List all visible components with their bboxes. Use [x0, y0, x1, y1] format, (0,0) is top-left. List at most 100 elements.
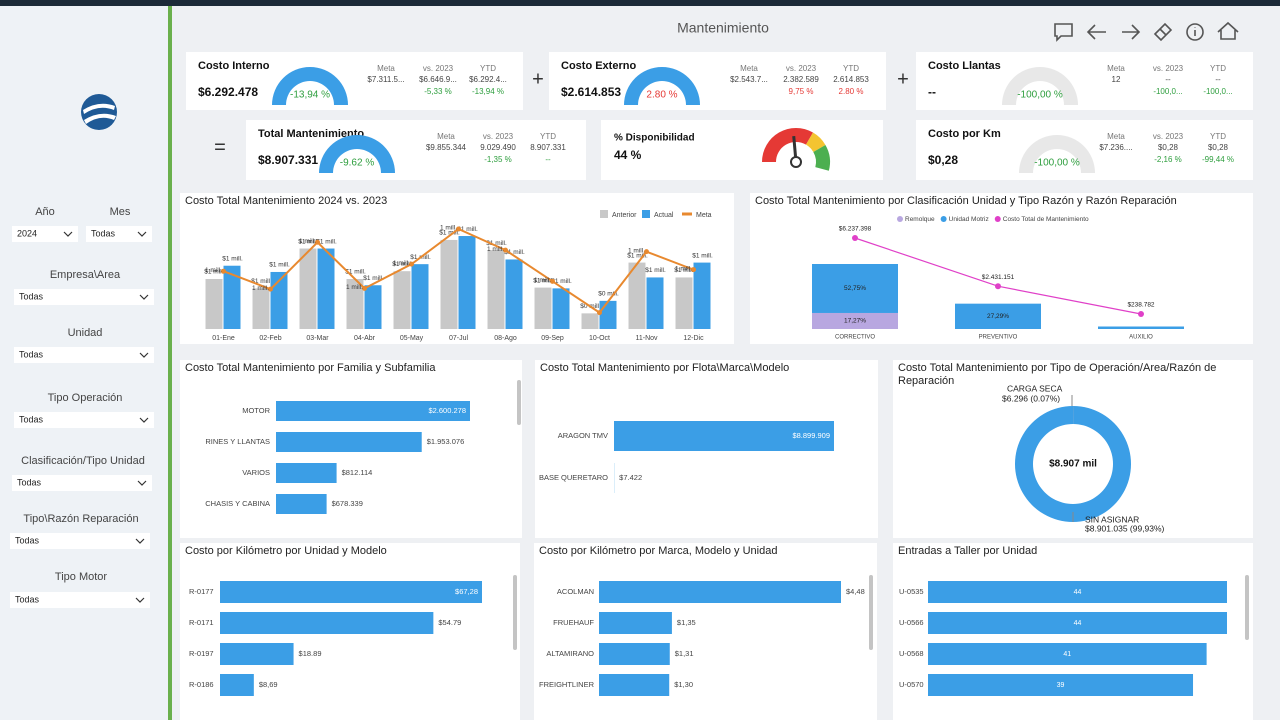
back-icon[interactable] [1086, 24, 1106, 40]
home-icon[interactable] [1217, 21, 1239, 40]
dropdown[interactable] [12, 475, 152, 491]
kpi-column: YTD [1210, 132, 1226, 141]
dropdown[interactable] [14, 347, 154, 363]
data-label: $1 mill. [392, 261, 413, 268]
data-label: 27,29% [987, 313, 1009, 320]
data-label: 1 mill. [346, 284, 363, 291]
gauge-label: -9.62 % [340, 158, 375, 169]
y-tick-label: R-0197 [189, 649, 214, 658]
legend-swatch [642, 210, 650, 218]
filter-label: Año [35, 206, 55, 218]
data-label: $2.600.278 [428, 406, 466, 415]
kpi-figure: 2.382.589 [783, 75, 819, 84]
info-icon[interactable] [1186, 23, 1204, 41]
bar-segment [812, 264, 898, 313]
dropdown[interactable] [14, 289, 154, 305]
eraser-icon[interactable] [1153, 22, 1173, 42]
dropdown[interactable] [10, 592, 150, 608]
bar [928, 612, 1227, 634]
kpi-column: Meta [1107, 64, 1125, 73]
y-tick-label: R-0171 [189, 618, 214, 627]
scrollbar[interactable] [869, 575, 873, 650]
kpi-column: vs. 2023 [786, 64, 817, 73]
dropdown-value: Todas [91, 228, 116, 238]
y-tick-label: BASE QUERETARO [539, 473, 608, 482]
data-label: 44 [1074, 589, 1082, 596]
data-label: $1,30 [674, 680, 693, 689]
scrollbar[interactable] [513, 575, 517, 650]
kpi-figure: $6.646.9... [419, 75, 457, 84]
dropdown-chevron[interactable] [137, 231, 147, 237]
bar [223, 265, 241, 329]
x-tick-label: 09-Sep [541, 335, 564, 342]
bar-segment [955, 303, 1041, 329]
legend-label: Remolque [905, 216, 935, 223]
line-point [268, 286, 273, 292]
dropdown-chevron[interactable] [63, 231, 73, 237]
bar [928, 643, 1207, 665]
x-tick-label: 12-Dic [683, 335, 704, 342]
data-label: $67,28 [455, 587, 478, 596]
bar [928, 674, 1194, 696]
scrollbar[interactable] [517, 380, 521, 425]
data-label: 1 mill. [440, 225, 457, 232]
data-label: $7.422 [619, 473, 642, 482]
divider [168, 0, 172, 720]
kpi-column: YTD [540, 132, 556, 141]
dropdown[interactable] [10, 533, 150, 549]
legend-label: Meta [696, 212, 712, 219]
kpi-column: Meta [1107, 132, 1125, 141]
comment-icon[interactable] [1054, 23, 1073, 42]
forward-icon[interactable] [1122, 24, 1141, 40]
bar [205, 279, 223, 329]
dropdown[interactable] [86, 226, 152, 242]
kpi-figure: $7.311.5... [367, 75, 404, 84]
y-tick-label: RINES Y LLANTAS [205, 437, 270, 446]
data-label: $1 mill. [504, 249, 525, 256]
y-tick-label: ACOLMAN [557, 587, 594, 596]
data-label: $1 mill. [533, 277, 554, 284]
dropdown-chevron[interactable] [135, 597, 145, 603]
kpi-figure: 8.907.331 [530, 143, 566, 152]
filter-label: Tipo\Razón Reparación [23, 513, 138, 525]
gauge [319, 135, 395, 173]
slice-label: SIN ASIGNAR [1085, 514, 1139, 524]
kpi-figure: 9.029.490 [480, 143, 516, 152]
chart-title: Costo Total Mantenimiento por Tipo de Op… [898, 362, 1217, 387]
scrollbar[interactable] [1245, 575, 1249, 640]
kpi-figure: $7.236.... [1099, 143, 1132, 152]
bar [599, 643, 670, 665]
data-label: $1 mill. [269, 262, 290, 269]
kpi-column: YTD [480, 64, 496, 73]
kpi-figure: -- [1165, 75, 1171, 84]
kpi-card [601, 120, 883, 180]
data-label: $1 mill. [298, 238, 319, 245]
page-title: Mantenimiento [677, 20, 769, 36]
dropdown-chevron[interactable] [135, 538, 145, 544]
data-label: $1.953.076 [427, 437, 465, 446]
legend-swatch [994, 216, 1001, 222]
dropdown[interactable] [12, 226, 78, 242]
dropdown-chevron[interactable] [139, 294, 149, 300]
dropdown-chevron[interactable] [139, 417, 149, 423]
kpi-figure: $0,28 [1208, 143, 1229, 152]
dropdown-value: Todas [19, 349, 44, 359]
data-label: 1 mill. [205, 267, 222, 274]
gauge-label: -13,94 % [290, 90, 330, 101]
kpi-column: Meta [740, 64, 758, 73]
bar [599, 300, 617, 329]
data-label: $1,35 [677, 618, 696, 627]
data-label: 1 mill. [487, 246, 504, 253]
bar [552, 288, 570, 329]
dropdown-chevron[interactable] [137, 480, 147, 486]
gauge-label: -100,00 % [1017, 90, 1063, 101]
y-tick-label: ALTAMIRANO [546, 649, 594, 658]
legend-swatch [897, 216, 903, 222]
dropdown[interactable] [14, 412, 154, 428]
dropdown-chevron[interactable] [139, 352, 149, 358]
kpi-change: 2.80 % [839, 87, 864, 96]
donut-slice [1014, 406, 1131, 522]
top-bar [0, 0, 1280, 6]
y-tick-label: R-0186 [189, 680, 214, 689]
